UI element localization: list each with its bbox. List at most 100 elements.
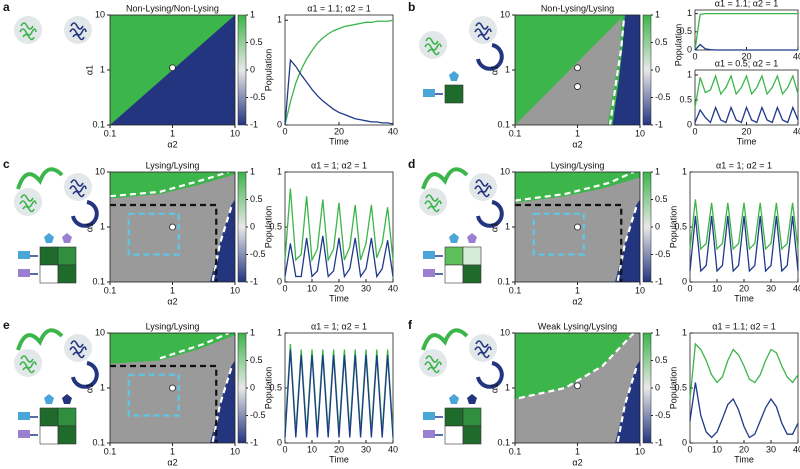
y-tick-label: 1	[277, 15, 282, 25]
heatmap-title: Lysing/Lysing	[146, 321, 200, 331]
x-axis-label: Time	[737, 136, 757, 146]
parameter-point	[169, 64, 176, 72]
cell-glyph	[69, 179, 87, 198]
x-axis-label: Time	[329, 293, 349, 303]
colorbar-tick-label: 0.5	[655, 355, 668, 365]
parameter-point	[169, 384, 176, 392]
y-tick-label: 1	[277, 166, 282, 176]
cell-icon	[469, 173, 497, 201]
cell-glyph	[474, 340, 492, 359]
x-tick-label: 20	[334, 283, 344, 293]
y-axis-label: α1	[84, 383, 94, 393]
series-line	[694, 73, 799, 108]
promoter-icon	[18, 430, 30, 438]
heatmap-region	[515, 18, 622, 125]
feedback-arc	[476, 361, 504, 389]
inducer-icon	[62, 394, 72, 404]
y-tick-label: 10	[95, 166, 105, 176]
colorbar	[642, 332, 652, 444]
colorbar-tick-label: 0.5	[250, 194, 263, 204]
x-tick-label: 10	[635, 285, 645, 295]
colorbar-tick-label: 0	[250, 64, 255, 74]
y-tick-label: 1	[682, 166, 687, 176]
parameter-point	[574, 223, 581, 231]
y-axis-label: Population	[263, 206, 273, 249]
y-tick-label: 0.1	[92, 119, 105, 129]
feedback-arc	[71, 361, 99, 389]
boundary-dash	[616, 367, 638, 444]
x-tick-label: 10	[635, 446, 645, 456]
x-tick-label: 0	[692, 126, 697, 136]
x-tick-label: 30	[361, 444, 371, 454]
series-line	[689, 215, 799, 273]
colorbar-tick-label: -1	[655, 276, 663, 286]
y-tick-label: 10	[500, 166, 510, 176]
x-axis-label: Time	[329, 454, 349, 464]
y-tick-label: 0	[277, 276, 282, 286]
x-tick-label: 10	[230, 446, 240, 456]
heatmap-title: Lysing/Lysing	[551, 160, 605, 170]
cell-glyph	[424, 355, 442, 374]
heatmap-title: Weak Lysing/Lysing	[538, 321, 617, 331]
x-tick-label: 0	[282, 444, 287, 454]
x-axis-label: α2	[572, 457, 582, 467]
boundary-dash	[159, 331, 230, 360]
colorbar-tick-label: 1	[250, 327, 255, 337]
colorbar	[642, 14, 652, 126]
x-tick-label: 0.1	[509, 446, 522, 456]
boundary-dash	[109, 170, 230, 198]
x-tick-label: 0	[282, 126, 287, 136]
x-tick-label: 1	[170, 285, 175, 295]
x-tick-label: 20	[739, 283, 749, 293]
parameter-point	[169, 223, 176, 231]
x-axis-label: α2	[572, 296, 582, 306]
cell-glyph	[19, 194, 37, 213]
promoter-icon	[423, 251, 435, 259]
cell-glyph	[424, 37, 442, 56]
y-tick-label: 0.1	[92, 437, 105, 447]
boundary-dash	[110, 364, 218, 443]
promoter-icon	[423, 269, 435, 277]
colorbar-tick-label: -0.5	[655, 92, 671, 102]
cell-glyph	[69, 340, 87, 359]
colorbar	[237, 332, 247, 444]
cell-glyph	[19, 22, 37, 41]
matrix-cell	[444, 246, 464, 266]
matrix-cell	[39, 407, 59, 427]
colorbar-tick-label: -0.5	[655, 410, 671, 420]
plot-title: α1 = 1; α2 = 1	[716, 160, 772, 170]
boundary-dash	[127, 212, 180, 256]
y-tick-label: 0.1	[497, 437, 510, 447]
x-tick-label: 0	[687, 283, 692, 293]
inducer-icon	[467, 233, 477, 243]
x-tick-label: 1	[575, 285, 580, 295]
panel-label: d	[408, 157, 415, 171]
series-line	[284, 19, 394, 126]
colorbar-tick-label: -0.5	[250, 92, 266, 102]
colorbar-tick-label: 1	[655, 9, 660, 19]
feedback-arc	[16, 167, 64, 190]
heatmap-region	[110, 333, 235, 364]
y-tick-label: 10	[500, 9, 510, 19]
panel-label: c	[3, 157, 10, 171]
x-axis-label: α2	[572, 139, 582, 149]
x-tick-label: 30	[361, 283, 371, 293]
series-line	[689, 199, 799, 251]
boundary-dash	[515, 203, 623, 282]
x-tick-label: 0.1	[104, 128, 117, 138]
x-axis-label: α2	[167, 457, 177, 467]
matrix-cell	[57, 246, 77, 266]
panel-label: e	[3, 318, 10, 332]
x-tick-label: 10	[712, 283, 722, 293]
y-tick-label: 0	[277, 437, 282, 447]
matrix-cell	[462, 246, 482, 266]
colorbar-tick-label: 0	[250, 382, 255, 392]
feedback-arc	[71, 200, 99, 228]
series-line	[284, 235, 394, 279]
parameter-point	[574, 382, 581, 390]
y-axis-label: α1	[489, 383, 499, 393]
y-axis-label: Population	[673, 24, 683, 67]
heatmap-region	[515, 333, 634, 399]
y-axis-label: α1	[84, 222, 94, 232]
boundary-dash	[127, 373, 180, 417]
